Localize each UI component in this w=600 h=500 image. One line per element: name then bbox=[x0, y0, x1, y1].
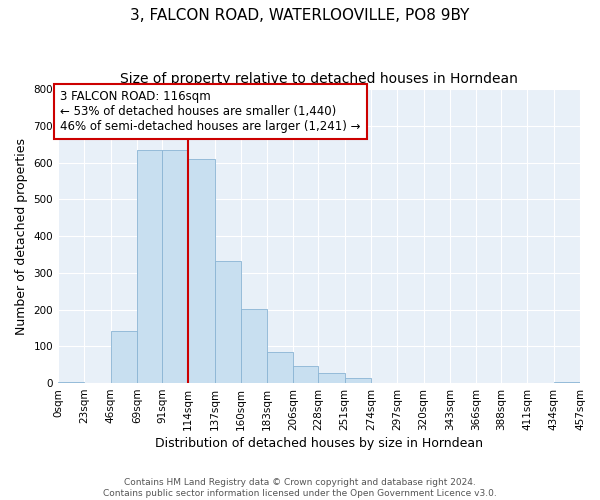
Bar bbox=[162, 150, 188, 383]
Bar bbox=[215, 260, 241, 383]
Bar bbox=[293, 366, 319, 383]
Text: Contains HM Land Registry data © Crown copyright and database right 2024.
Contai: Contains HM Land Registry data © Crown c… bbox=[103, 478, 497, 498]
Bar bbox=[188, 159, 215, 383]
Bar bbox=[345, 378, 371, 383]
Text: 3, FALCON ROAD, WATERLOOVILLE, PO8 9BY: 3, FALCON ROAD, WATERLOOVILLE, PO8 9BY bbox=[130, 8, 470, 22]
Y-axis label: Number of detached properties: Number of detached properties bbox=[15, 138, 28, 334]
Bar bbox=[554, 382, 580, 383]
Bar bbox=[319, 373, 345, 383]
Title: Size of property relative to detached houses in Horndean: Size of property relative to detached ho… bbox=[120, 72, 518, 86]
Text: 3 FALCON ROAD: 116sqm
← 53% of detached houses are smaller (1,440)
46% of semi-d: 3 FALCON ROAD: 116sqm ← 53% of detached … bbox=[61, 90, 361, 133]
Bar bbox=[267, 352, 293, 383]
Bar bbox=[58, 382, 85, 383]
Bar bbox=[137, 150, 162, 383]
Bar bbox=[241, 309, 267, 383]
X-axis label: Distribution of detached houses by size in Horndean: Distribution of detached houses by size … bbox=[155, 437, 483, 450]
Bar bbox=[110, 330, 137, 383]
